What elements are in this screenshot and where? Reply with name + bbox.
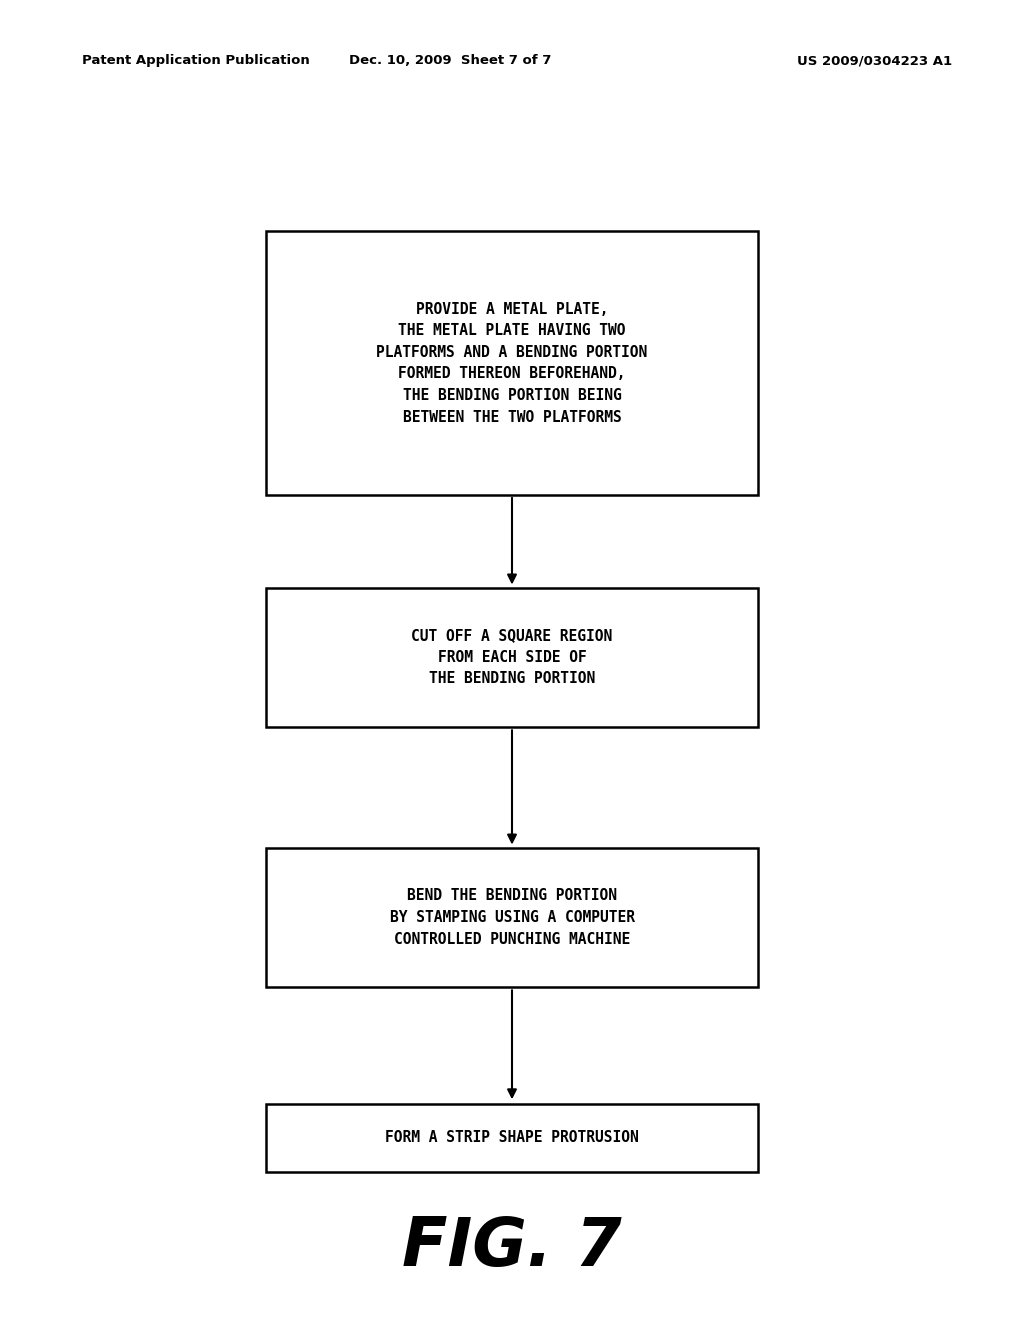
Text: FORM A STRIP SHAPE PROTRUSION: FORM A STRIP SHAPE PROTRUSION — [385, 1130, 639, 1146]
Text: CUT OFF A SQUARE REGION
FROM EACH SIDE OF
THE BENDING PORTION: CUT OFF A SQUARE REGION FROM EACH SIDE O… — [412, 628, 612, 686]
Text: PROVIDE A METAL PLATE,
THE METAL PLATE HAVING TWO
PLATFORMS AND A BENDING PORTIO: PROVIDE A METAL PLATE, THE METAL PLATE H… — [377, 301, 647, 425]
FancyBboxPatch shape — [266, 1104, 758, 1172]
Text: Patent Application Publication: Patent Application Publication — [82, 54, 309, 67]
Text: BEND THE BENDING PORTION
BY STAMPING USING A COMPUTER
CONTROLLED PUNCHING MACHIN: BEND THE BENDING PORTION BY STAMPING USI… — [389, 888, 635, 946]
Text: FIG. 7: FIG. 7 — [402, 1214, 622, 1280]
FancyBboxPatch shape — [266, 231, 758, 495]
FancyBboxPatch shape — [266, 849, 758, 987]
FancyBboxPatch shape — [266, 589, 758, 726]
Text: Dec. 10, 2009  Sheet 7 of 7: Dec. 10, 2009 Sheet 7 of 7 — [349, 54, 552, 67]
Text: US 2009/0304223 A1: US 2009/0304223 A1 — [798, 54, 952, 67]
